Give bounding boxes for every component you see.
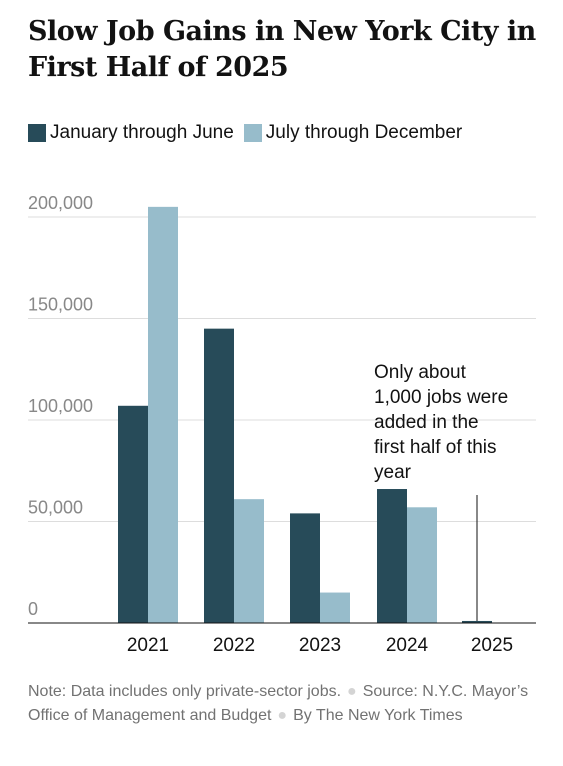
footer-note: Note: Data includes only private-sector … (28, 683, 342, 700)
bar-2022-second-half (234, 499, 264, 623)
legend-label-first-half: January through June (50, 122, 234, 143)
bar-2025-first-half (462, 620, 492, 623)
bar-2024-second-half (407, 507, 437, 623)
y-tick-label: 50,000 (28, 498, 83, 518)
y-tick-label: 0 (28, 599, 38, 619)
bar-chart: 0 50,000 100,000 150,000 200,000 2021 2022 2023… (28, 193, 536, 656)
bar-2021-second-half (148, 206, 178, 623)
legend-label-second-half: July through December (265, 122, 463, 143)
y-tick-label: 150,000 (28, 295, 93, 315)
annotation-line: Only about (374, 362, 467, 383)
legend-swatch-second-half (243, 124, 262, 142)
x-tick-label: 2022 (213, 635, 255, 656)
chart-title: Slow Job Gains in New York City in First… (28, 16, 536, 83)
separator-dot: ● (277, 707, 288, 724)
annotation-line: year (374, 462, 412, 483)
x-tick-label: 2021 (127, 635, 169, 656)
bar-2021-first-half (118, 405, 148, 623)
bar-2022-first-half (204, 328, 234, 623)
y-tick-label: 200,000 (28, 193, 93, 213)
bar-2023-first-half (290, 513, 320, 623)
annotation-text: Only about 1,000 jobs were added in the fir… (374, 362, 508, 483)
annotation-line: first half of this (374, 437, 497, 458)
annotation-line: added in the (374, 412, 479, 433)
x-tick-label: 2025 (471, 635, 513, 656)
x-tick-label: 2024 (386, 635, 429, 656)
chart-legend: January through June July through Decemb… (28, 120, 472, 146)
footer-source: Source: N.Y.C. Mayor’s Office of Managem… (28, 683, 529, 724)
bar-2023-second-half (320, 592, 350, 623)
legend-item-second-half: July through December (243, 122, 463, 144)
y-tick-label: 100,000 (28, 396, 93, 416)
bar-2024-first-half (377, 489, 407, 623)
legend-swatch-first-half (28, 124, 46, 142)
x-tick-label: 2023 (299, 635, 341, 656)
separator-dot: ● (347, 683, 357, 700)
chart-footer: Note: Data includes only private-sector … (28, 680, 538, 728)
annotation-line: 1,000 jobs were (374, 387, 508, 408)
legend-item-first-half: January through June (28, 122, 234, 144)
footer-credit: By The New York Times (293, 707, 463, 724)
